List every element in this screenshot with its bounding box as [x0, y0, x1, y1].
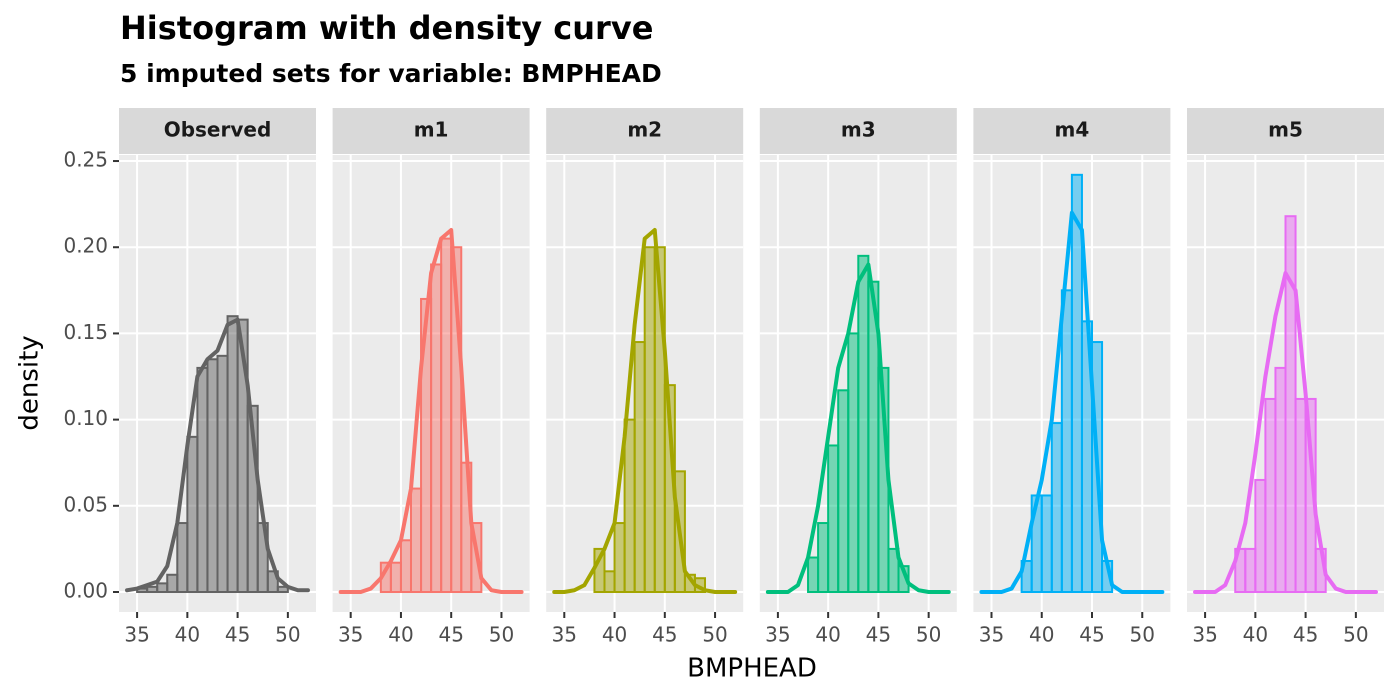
- bar: [1264, 397, 1277, 594]
- strip: [759, 108, 957, 154]
- density-curve: [1193, 271, 1378, 595]
- density-curve: [765, 262, 951, 595]
- strip: [332, 108, 530, 154]
- bar: [166, 573, 179, 594]
- x-tick-label: 50: [1343, 623, 1368, 647]
- bar: [1060, 289, 1073, 594]
- chart-title: Histogram with density curve: [120, 9, 653, 47]
- bar: [847, 332, 860, 594]
- strip-label: m1: [414, 118, 449, 142]
- strip: [973, 108, 1171, 154]
- y-tick-label: 0.25: [63, 148, 108, 172]
- x-tick-label: 35: [979, 623, 1004, 647]
- bar: [807, 556, 820, 594]
- bar: [156, 582, 169, 594]
- bar: [266, 570, 279, 594]
- bar: [603, 570, 616, 594]
- x-tick-label: 35: [338, 623, 363, 647]
- strip: [1187, 108, 1384, 154]
- strip-label: m2: [627, 118, 662, 142]
- x-tick-label: 40: [815, 623, 840, 647]
- x-tick-label: 50: [275, 623, 300, 647]
- x-tick-label: 45: [1293, 623, 1318, 647]
- density-curve: [552, 227, 738, 595]
- strip-label: m4: [1055, 118, 1090, 142]
- chart-subtitle: 5 imputed sets for variable: BMPHEAD: [120, 59, 662, 88]
- bar: [176, 522, 189, 594]
- density-curve: [125, 317, 310, 593]
- x-tick-label: 45: [866, 623, 891, 647]
- bar: [857, 254, 870, 594]
- bar: [613, 522, 626, 594]
- bar: [226, 315, 239, 594]
- strip: [546, 108, 744, 154]
- y-tick-label: 0.15: [63, 320, 108, 344]
- x-tick-label: 50: [489, 623, 514, 647]
- y-tick-label: 0.10: [63, 406, 108, 430]
- bar: [837, 389, 850, 594]
- x-axis-label: BMPHEAD: [687, 654, 817, 684]
- bar: [623, 418, 636, 594]
- bar: [1274, 366, 1287, 594]
- bar: [196, 366, 209, 594]
- bar: [1244, 547, 1257, 594]
- bar: [206, 358, 219, 594]
- x-tick-label: 35: [1192, 623, 1217, 647]
- bar: [827, 444, 840, 594]
- strip-label: m3: [841, 118, 876, 142]
- x-tick-label: 35: [124, 623, 149, 647]
- x-tick-label: 50: [1130, 623, 1155, 647]
- bar: [146, 585, 159, 594]
- x-tick-label: 40: [1029, 623, 1054, 647]
- x-tick-label: 50: [702, 623, 727, 647]
- x-tick-label: 45: [438, 623, 463, 647]
- bar: [1040, 494, 1053, 594]
- x-tick-label: 50: [916, 623, 941, 647]
- density-curve: [338, 227, 524, 595]
- bar: [246, 404, 259, 594]
- bar: [643, 246, 656, 594]
- bar: [409, 487, 423, 594]
- bar: [633, 341, 646, 594]
- density-curve: [979, 210, 1165, 595]
- bar: [1050, 422, 1063, 594]
- x-tick-label: 40: [388, 623, 413, 647]
- y-tick-label: 0.20: [63, 234, 108, 258]
- bar: [440, 237, 453, 594]
- bar: [186, 435, 199, 594]
- strip: [119, 108, 316, 154]
- bar: [817, 522, 830, 594]
- bar: [1294, 397, 1307, 594]
- bar: [216, 354, 229, 594]
- y-tick-label: 0.05: [63, 492, 108, 516]
- x-tick-label: 45: [1079, 623, 1104, 647]
- bar: [389, 561, 402, 594]
- bar: [276, 585, 289, 594]
- x-tick-label: 35: [765, 623, 790, 647]
- x-tick-label: 40: [1243, 623, 1268, 647]
- x-tick-label: 40: [602, 623, 627, 647]
- y-tick-label: 0.00: [63, 579, 108, 603]
- strip-label: Observed: [164, 118, 272, 142]
- x-tick-label: 45: [652, 623, 677, 647]
- y-axis-label: density: [15, 335, 45, 430]
- bar: [450, 246, 463, 594]
- bar: [399, 539, 412, 594]
- bar: [1254, 478, 1267, 594]
- x-tick-label: 40: [175, 623, 200, 647]
- x-tick-label: 45: [225, 623, 250, 647]
- x-tick-label: 35: [552, 623, 577, 647]
- bar: [430, 263, 443, 594]
- strip-label: m5: [1268, 118, 1303, 142]
